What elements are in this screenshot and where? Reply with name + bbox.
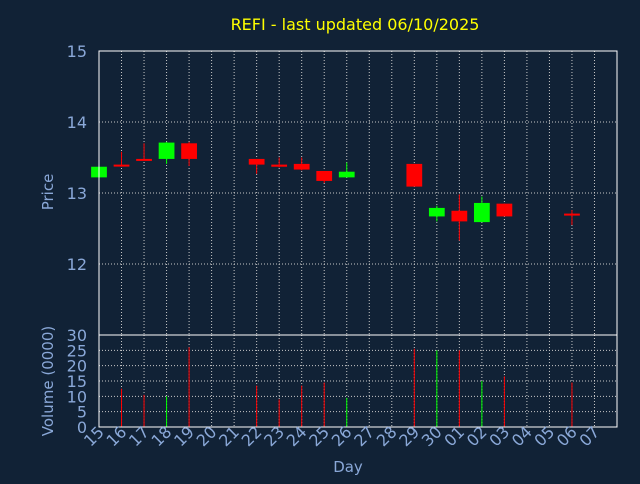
candle <box>113 151 130 167</box>
candle <box>271 157 288 168</box>
candle <box>316 170 333 184</box>
volume-tick-label: 0 <box>77 418 87 437</box>
candle <box>181 141 197 167</box>
candle-body <box>316 170 333 181</box>
candle <box>428 205 445 222</box>
candle-body <box>406 163 423 187</box>
candle-body <box>293 163 310 170</box>
candle-body <box>451 210 468 222</box>
x-axis-label: Day <box>333 458 363 476</box>
price-axis-label: Price <box>39 174 57 211</box>
candle <box>158 141 175 164</box>
volume-tick-label: 15 <box>67 372 87 391</box>
price-tick-label: 15 <box>67 42 87 61</box>
candle-body <box>136 158 152 161</box>
candle-body <box>496 203 513 217</box>
candle <box>473 196 490 223</box>
candle-body <box>158 142 175 159</box>
price-panel: 12 13 14 15 <box>67 42 618 336</box>
chart-title: REFI - last updated 06/10/2025 <box>231 15 480 34</box>
candle-body <box>338 171 355 178</box>
volume-tick-label: 10 <box>67 387 87 406</box>
candle-body <box>271 164 288 167</box>
volume-panel-frame <box>98 334 618 428</box>
candle-body <box>113 164 130 167</box>
volume-tick-label: 20 <box>67 357 87 376</box>
candle <box>338 162 355 178</box>
candle <box>564 210 580 225</box>
candle <box>451 194 468 241</box>
candle-body <box>564 213 580 216</box>
candle <box>248 158 265 174</box>
volume-tick-label: 30 <box>67 326 87 345</box>
candle <box>293 157 310 171</box>
candle <box>406 163 423 187</box>
candle-body <box>181 143 197 159</box>
candle-body <box>473 202 490 223</box>
price-tick-label: 12 <box>67 255 87 274</box>
volume-tick-label: 5 <box>77 403 87 422</box>
price-tick-label: 14 <box>67 113 87 132</box>
candle <box>136 143 152 161</box>
candle <box>496 203 513 217</box>
price-tick-label: 13 <box>67 184 87 203</box>
volume-axis-label: Volume (0000) <box>39 326 57 436</box>
candle-body <box>248 158 265 165</box>
candle-body <box>428 207 445 217</box>
volume-tick-label: 25 <box>67 341 87 360</box>
